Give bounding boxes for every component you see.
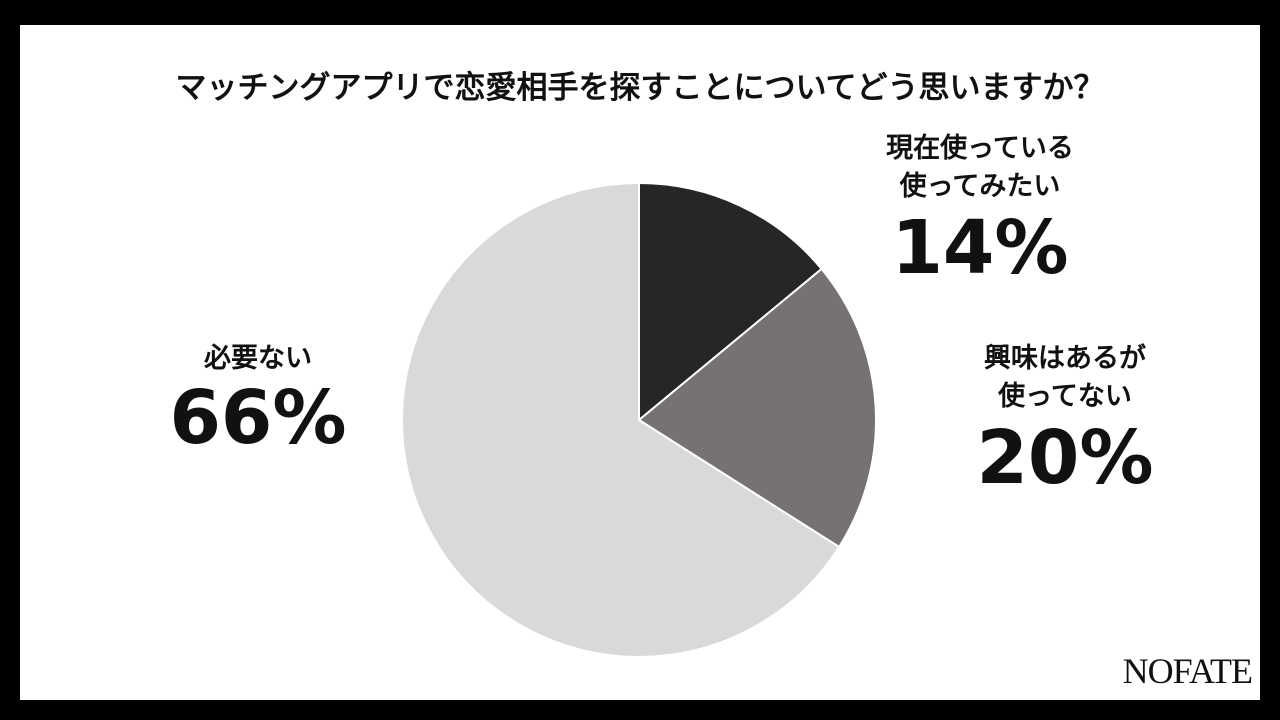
value-label: 14% bbox=[891, 205, 1069, 291]
pie-slice bbox=[638, 181, 824, 423]
pie-slice bbox=[401, 181, 841, 658]
logo: NOFATE bbox=[1122, 651, 1253, 691]
value-label: 20% bbox=[976, 415, 1154, 501]
value-label: 66% bbox=[169, 375, 347, 461]
category-label: 興味はあるが 使ってない bbox=[984, 343, 1146, 412]
chart-title: マッチングアプリで恋愛相手を探すことについてどう思いますか？ bbox=[175, 70, 1105, 106]
category-label: 必要ない bbox=[204, 343, 312, 374]
pie-slice bbox=[637, 267, 877, 549]
category-label: 現在使っている 使ってみたい bbox=[886, 133, 1074, 202]
